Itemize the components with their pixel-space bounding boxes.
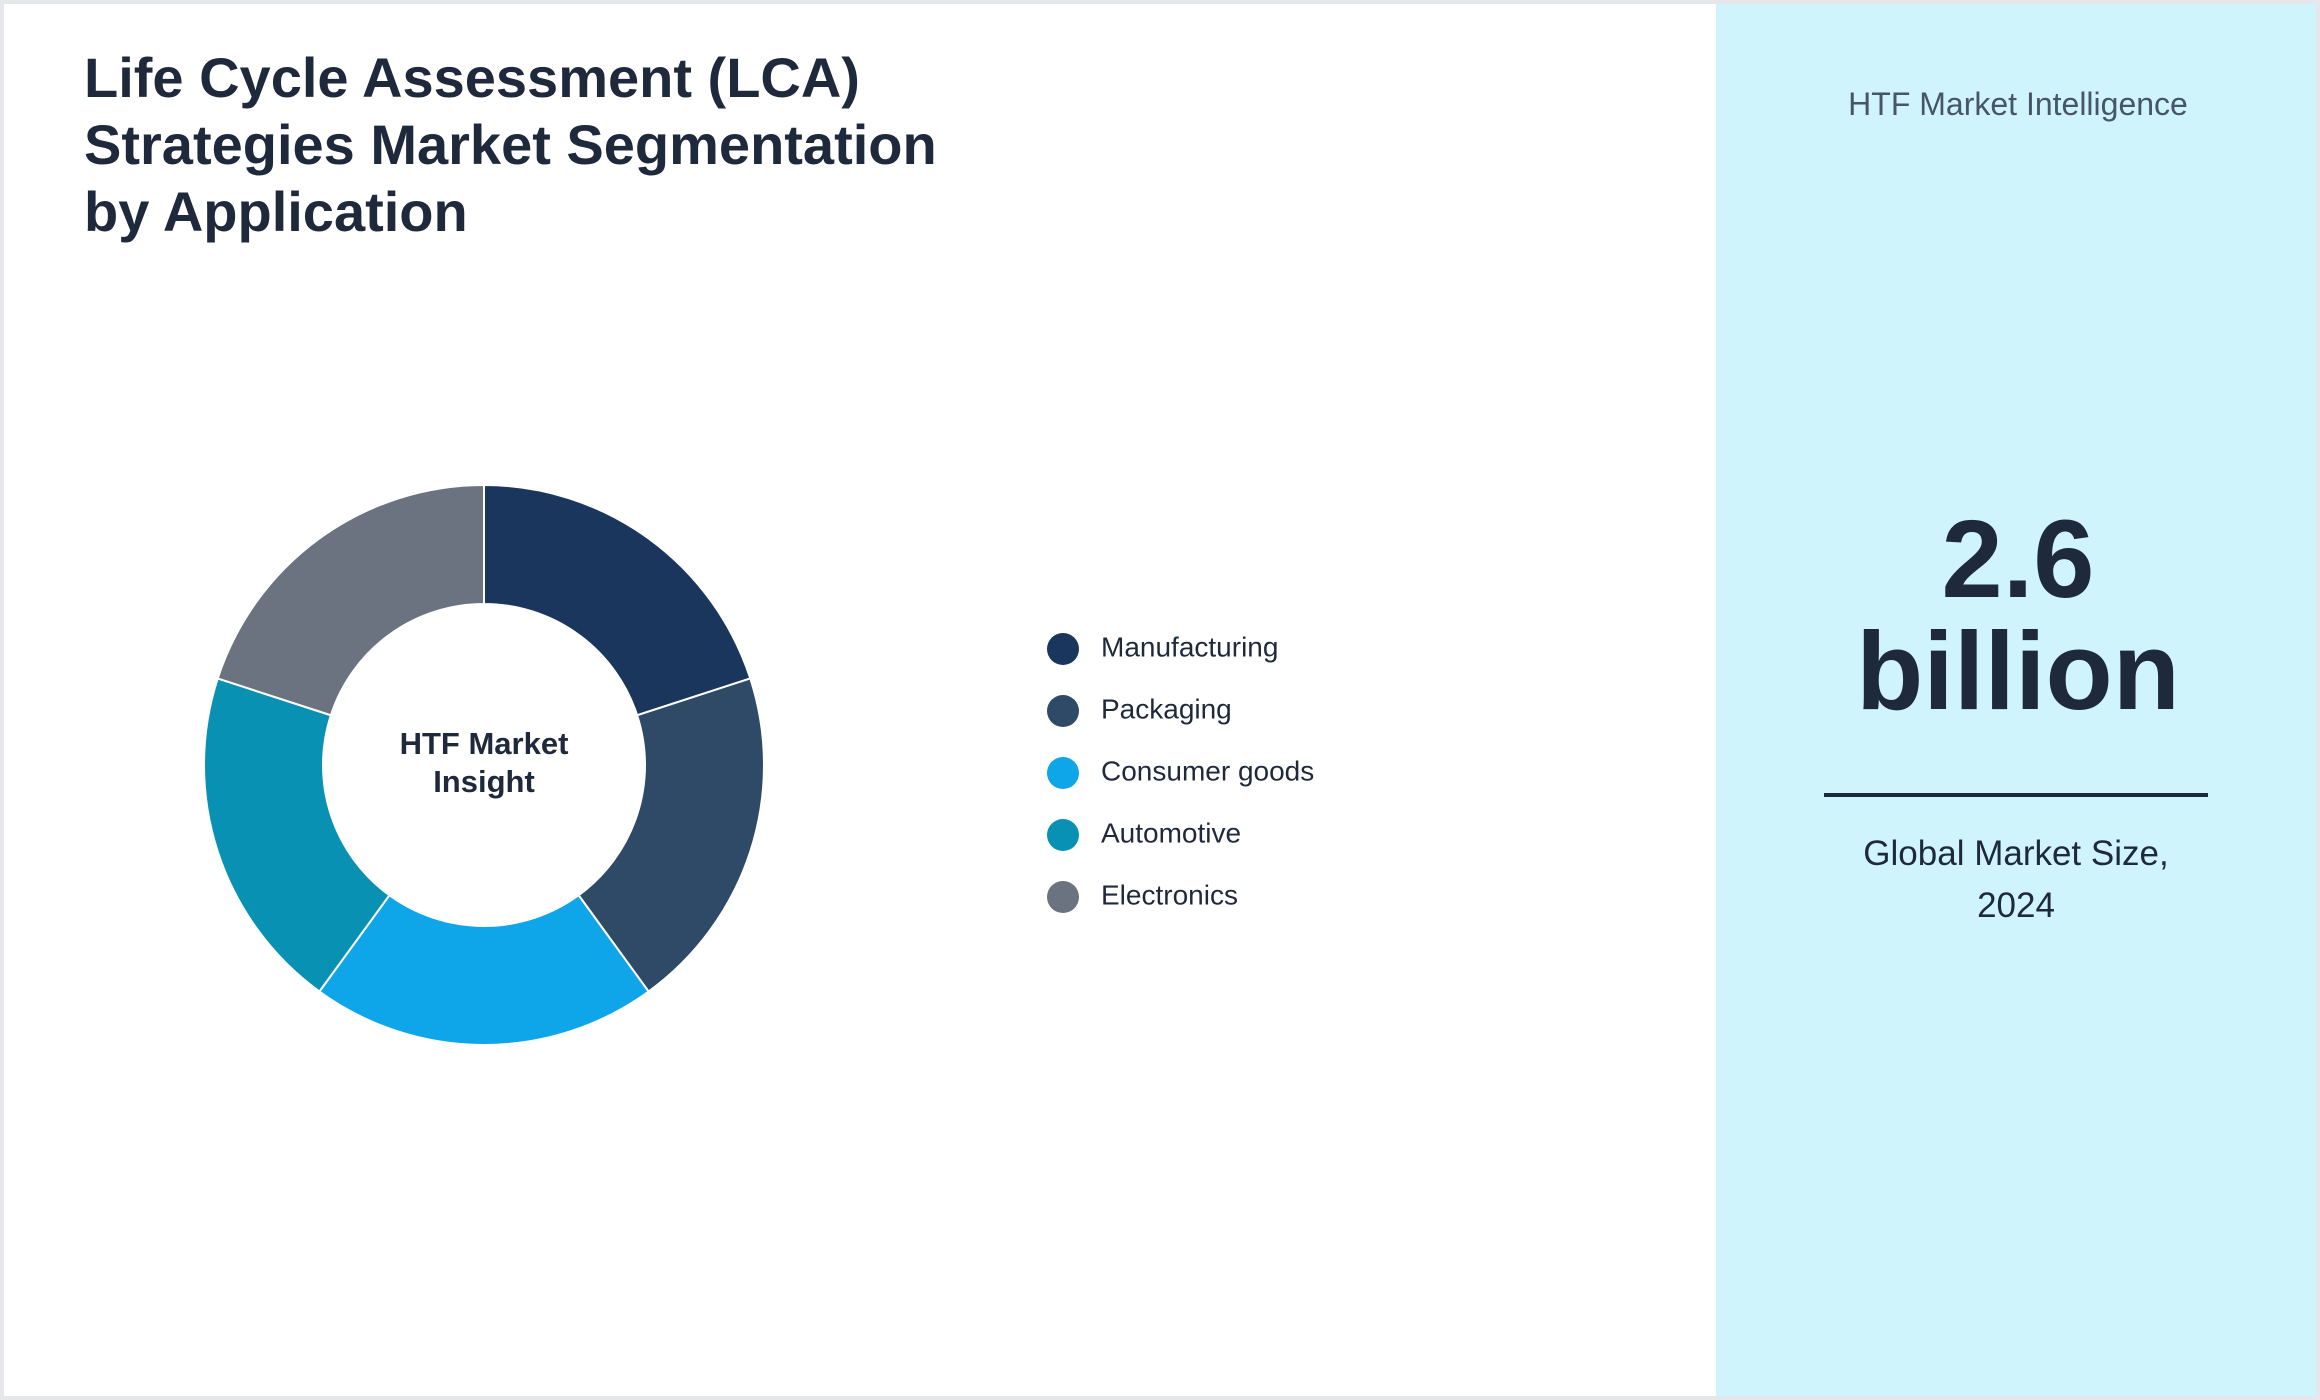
donut-segment [318, 893, 650, 1047]
market-value: 2.6 [1941, 498, 2095, 621]
caption: Global Market Size, 2024 [1863, 834, 2169, 925]
legend-swatch [1047, 757, 1079, 789]
legend-swatch [1047, 819, 1079, 851]
logo: HTF Market Intelligence [1848, 86, 2188, 122]
legend-label: Packaging [1101, 693, 1232, 724]
chart: Manufacturing Packaging Consumer goods Auto… [203, 483, 1314, 1047]
legend-swatch [1047, 881, 1079, 913]
donut-segment [203, 677, 391, 993]
sidebar: HTF Market Intelligence 2.6 billion Glob… [1716, 4, 2316, 1396]
market-unit: billion [1856, 610, 2180, 733]
donut-segment [577, 677, 765, 993]
title: Life Cycle Assessment (LCA) Strategies M… [84, 46, 937, 243]
legend-swatch [1047, 633, 1079, 665]
legend-label: Electronics [1101, 879, 1238, 910]
divider [1824, 793, 2208, 797]
legend-label: Manufacturing [1101, 631, 1278, 662]
center-label: HTF Market Insight [400, 726, 569, 799]
legend-label: Consumer goods [1101, 755, 1314, 786]
legend-label: Automotive [1101, 817, 1241, 848]
legend-swatch [1047, 695, 1079, 727]
donut-segment [483, 483, 752, 717]
market-size: 2.6 billion [1716, 498, 2316, 733]
donut-segment [216, 483, 485, 717]
